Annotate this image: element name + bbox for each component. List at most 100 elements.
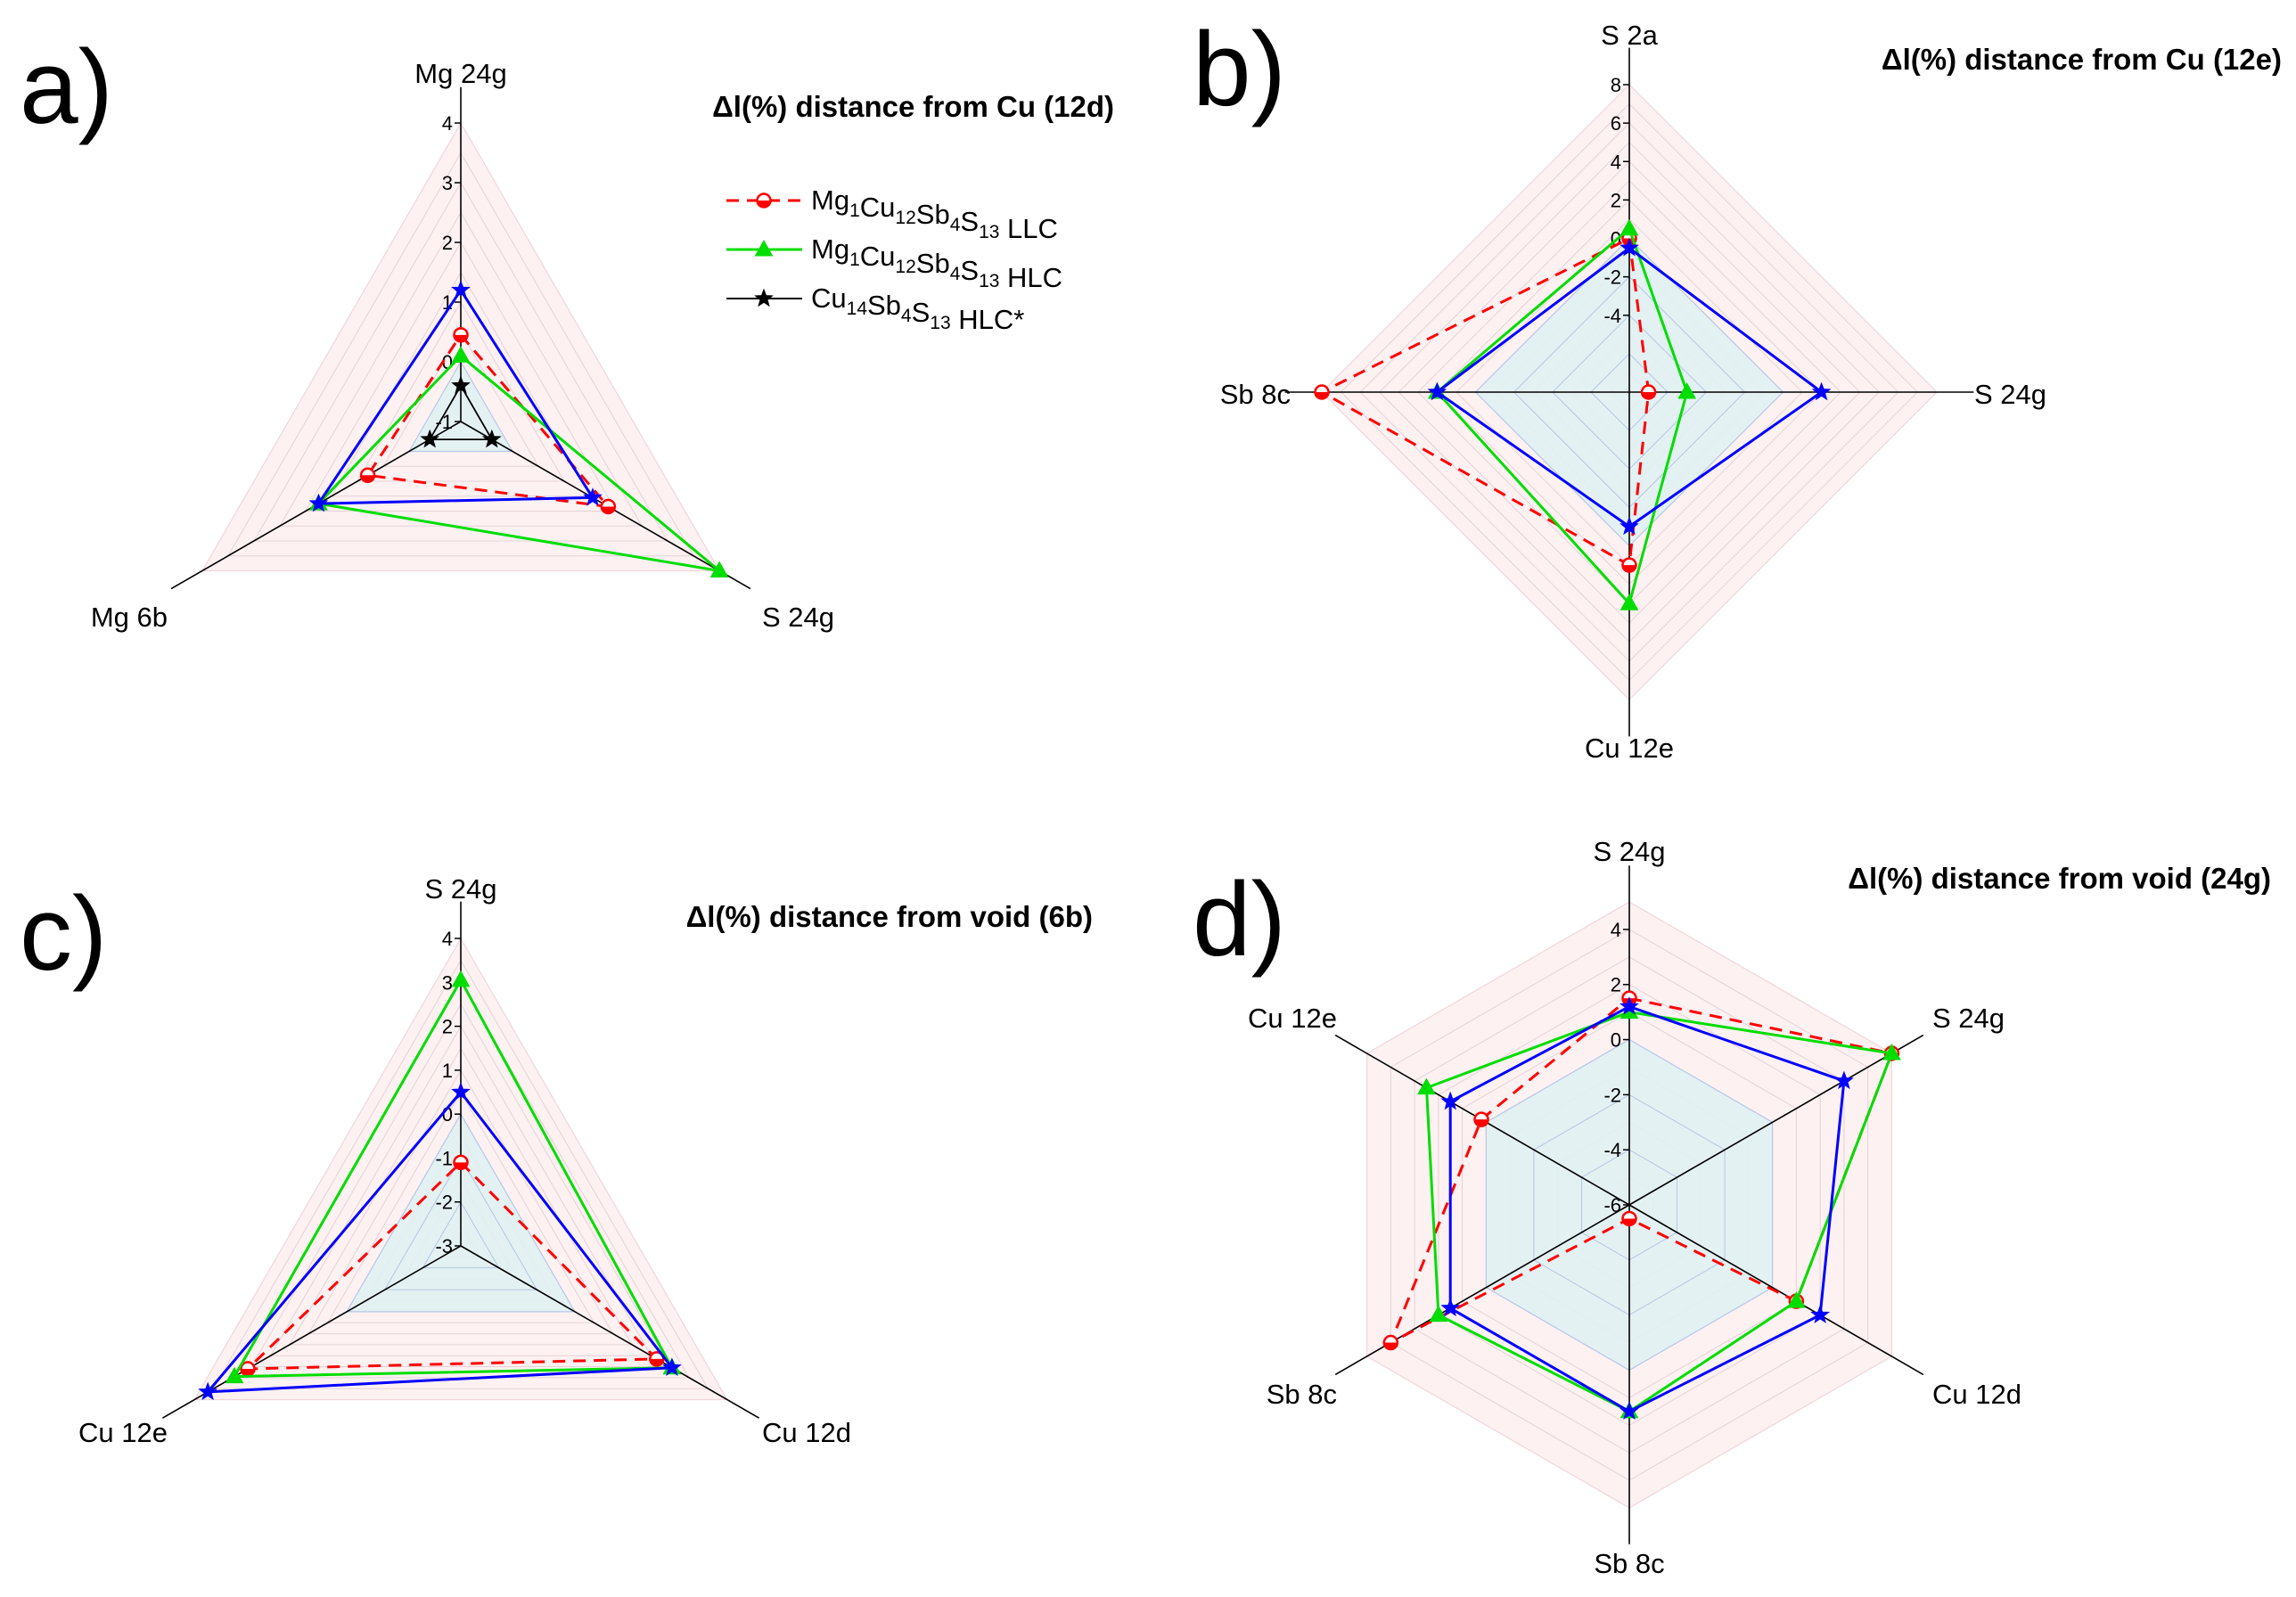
radar-axis-label: S 24g: [1593, 836, 1665, 867]
radar-series-line: [316, 289, 594, 505]
legend-marker: [754, 288, 774, 307]
radar-panel-4: 4 2 0 -2 -4 -6 S 24g S 24g Cu 12d Sb 8c Sb 8c Cu 12…: [1193, 836, 2271, 1579]
radar-series-line: [429, 384, 493, 441]
legend-label-part: Sb: [916, 199, 950, 230]
radar-tick-label: 3: [442, 971, 453, 994]
radar-series-point: [308, 493, 329, 512]
radar-grid-ring: [308, 1069, 614, 1335]
radar-tick-label: 1: [442, 1060, 453, 1082]
radar-series-point: [1417, 1077, 1436, 1095]
radar-axis-label: S 24g: [1932, 1003, 2005, 1034]
legend-label-part: HLC: [999, 262, 1062, 293]
radar-series-line: [246, 1160, 659, 1371]
radar-axis-label: Cu 12e: [1248, 1003, 1337, 1034]
radar-grid-ring: [289, 1047, 633, 1346]
radar-series-point: [420, 429, 440, 448]
radar-series-point: [451, 970, 471, 987]
legend-label-part: Cu: [860, 192, 896, 223]
legend-label-part: Sb: [867, 290, 901, 321]
legend-label-part: 1: [849, 250, 860, 270]
radar-axis-spoke: [1628, 1204, 1924, 1376]
radar-tick-label: -1: [435, 411, 453, 433]
radar-tick-label: 2: [442, 232, 453, 254]
radar-series-point: [1677, 381, 1697, 399]
radar-grid-ring: [253, 182, 668, 542]
radar-tick-label: 6: [1611, 112, 1621, 135]
panel-letter: b): [1193, 11, 1286, 128]
radar-axis-label: S 24g: [762, 602, 834, 633]
legend-label-part: 4: [950, 264, 961, 284]
radar-grid-ring: [357, 300, 565, 482]
radar-series-point: [1620, 218, 1639, 236]
radar-axis-label: Sb 8c: [1220, 379, 1291, 410]
radar-series-point-fill: [1315, 392, 1329, 399]
radar-series-line: [233, 979, 674, 1379]
radar-series-point: [451, 346, 471, 363]
radar-grid-ring: [212, 959, 709, 1389]
radar-series-point-fill: [454, 1162, 468, 1169]
radar-grid-ring: [331, 271, 591, 497]
radar-tick-label: -4: [1603, 305, 1621, 327]
radar-axis-label: Cu 12e: [78, 1417, 168, 1448]
legend-label-part: Mg: [811, 184, 849, 216]
radar-tick-label: 2: [442, 1016, 453, 1038]
radar-series-line: [316, 354, 721, 572]
legend-label: Mg1Cu12Sb4S13 LLC: [811, 184, 1058, 244]
legend-label-part: 13: [979, 271, 999, 291]
radar-series-point: [1882, 1043, 1901, 1061]
radar-series-line: [366, 333, 610, 508]
radar-series-point: [451, 280, 471, 299]
radar-series-point: [709, 561, 729, 577]
radar-series-point-fill: [650, 1358, 664, 1366]
radar-series-point-fill: [1622, 1218, 1636, 1225]
legend-label-part: Mg: [811, 233, 849, 265]
radar-series-point: [662, 1357, 682, 1377]
legend-label-part: 12: [895, 257, 915, 277]
radar-tick-label: 0: [442, 1103, 453, 1126]
legend-label-part: 4: [901, 306, 912, 326]
radar-series-point-fill: [1622, 565, 1636, 572]
radar-tick-label: -2: [1603, 1084, 1621, 1106]
radar-grid-ring-inner: [383, 1157, 538, 1290]
radar-series-point: [198, 1381, 218, 1401]
radar-axis-label: Cu 12d: [762, 1417, 851, 1448]
radar-series-point-fill: [454, 334, 468, 342]
radar-series-point: [225, 1366, 244, 1384]
radar-axis-label: Mg 24g: [414, 58, 506, 89]
radar-series-point-fill: [601, 506, 615, 513]
radar-grid-ring: [279, 211, 643, 527]
radar-series-point: [481, 429, 502, 448]
legend-label-part: 14: [847, 299, 868, 319]
radar-series-point-fill: [241, 1369, 255, 1376]
legend-label-part: 13: [930, 313, 950, 333]
radar-series-point-fill: [1383, 1342, 1398, 1350]
legend-label-part: 12: [895, 208, 915, 228]
radar-series-point: [451, 375, 471, 395]
radar-grid-ring: [305, 242, 617, 512]
legend-label-part: Cu: [811, 283, 847, 314]
radar-series-point: [1620, 237, 1639, 257]
radar-axis-label: Cu 12d: [1932, 1379, 2021, 1410]
radar-tick-label: 2: [1611, 189, 1621, 211]
radar-axis-spoke: [1628, 1034, 1924, 1206]
radar-series-point: [1427, 381, 1447, 401]
radar-grid-ring: [250, 1003, 671, 1367]
radar-axis-label: Sb 8c: [1267, 1379, 1337, 1410]
legend-label-part: Cu: [860, 241, 896, 272]
panel-title: Δl(%) distance from void (6b): [686, 900, 1093, 933]
radar-axis-label: Mg 6b: [91, 602, 168, 633]
panel-letter: c): [20, 875, 107, 993]
radar-series-point: [451, 1082, 471, 1101]
radar-tick-label: 4: [1611, 151, 1621, 173]
radar-series-point: [1620, 996, 1639, 1015]
legend-label-part: 13: [979, 222, 999, 242]
radar-axis-label: S 24g: [424, 873, 496, 905]
radar-tick-label: -2: [1603, 266, 1621, 289]
panel-title: Δl(%) distance from void (24g): [1848, 862, 2271, 895]
legend-label: Mg1Cu12Sb4S13 HLC: [811, 233, 1062, 293]
panel-title: Δl(%) distance from Cu (12e): [1882, 43, 2282, 76]
